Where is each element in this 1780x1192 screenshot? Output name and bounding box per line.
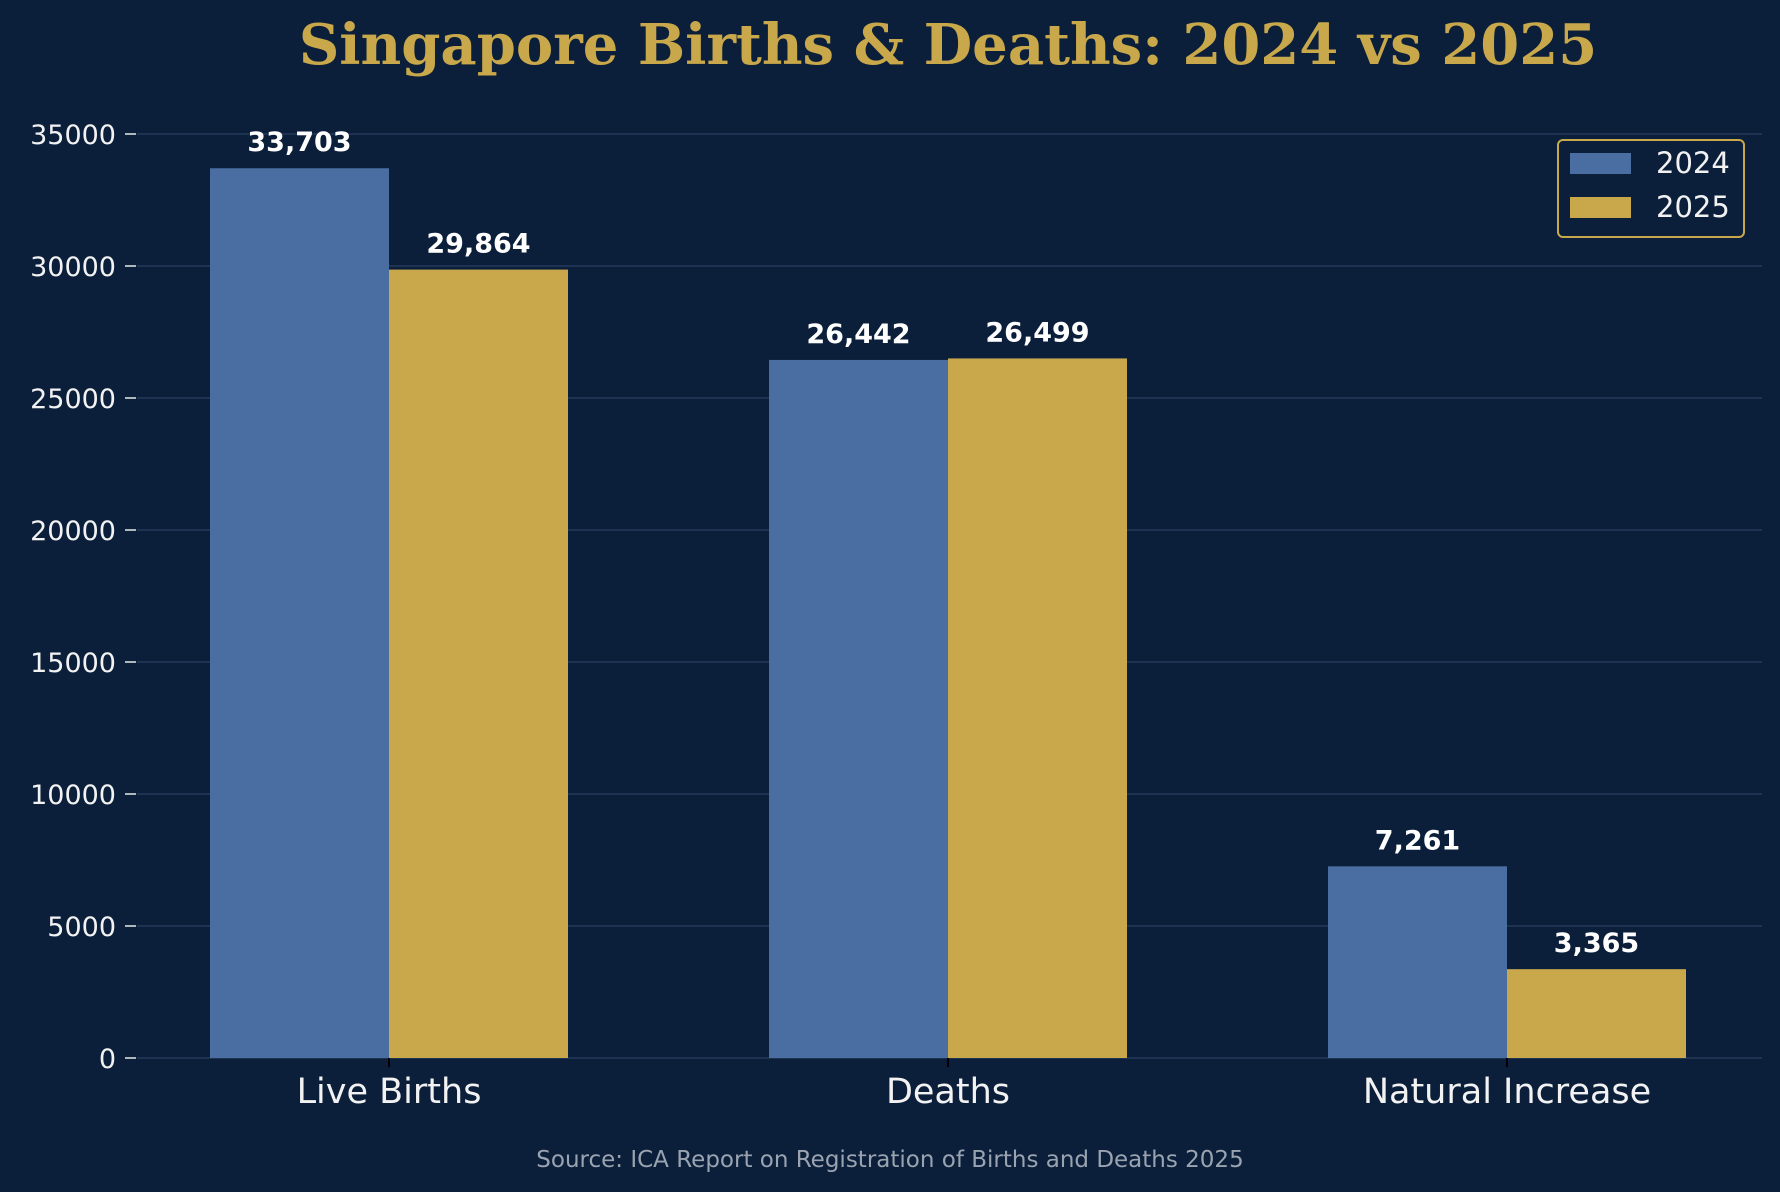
bar-2025-1 (948, 358, 1127, 1058)
y-tick-label: 5000 (47, 912, 116, 943)
y-tick-label: 20000 (30, 516, 116, 547)
data-labels: 33,703 26,442 7,261 29,864 26,499 3,365 (247, 127, 1639, 959)
data-label: 3,365 (1554, 928, 1639, 959)
bar-2025-2 (1507, 969, 1686, 1058)
y-tick-label: 15000 (30, 648, 116, 679)
source-note: Source: ICA Report on Registration of Bi… (536, 1147, 1243, 1173)
legend-label: 2025 (1656, 190, 1730, 224)
y-axis: 0 5000 10000 15000 20000 25000 30000 35000 (30, 120, 136, 1075)
legend-swatch-2025 (1570, 197, 1631, 218)
bar-2025-0 (389, 269, 568, 1058)
y-tick-label: 10000 (30, 780, 116, 811)
data-label: 26,442 (806, 319, 910, 350)
legend-swatch-2024 (1570, 153, 1631, 174)
x-tick-label: Natural Increase (1363, 1072, 1651, 1112)
y-tick-label: 35000 (30, 120, 116, 151)
bar-2024-1 (769, 359, 948, 1058)
chart-title: Singapore Births & Deaths: 2024 vs 2025 (299, 12, 1597, 78)
bar-2024-0 (210, 168, 389, 1059)
y-tick-label: 30000 (30, 252, 116, 283)
bars (210, 168, 1686, 1059)
x-axis: Live Births Deaths Natural Increase (297, 1058, 1651, 1112)
data-label: 7,261 (1375, 825, 1460, 856)
legend: 2024 2025 (1557, 139, 1745, 238)
data-label: 33,703 (247, 127, 351, 158)
y-tick-label: 0 (99, 1044, 116, 1075)
y-tick-label: 25000 (30, 384, 116, 415)
data-label: 29,864 (426, 229, 530, 260)
x-tick-label: Live Births (297, 1072, 482, 1112)
x-tick-label: Deaths (886, 1072, 1010, 1112)
bar-2024-2 (1328, 866, 1507, 1058)
legend-label: 2024 (1656, 146, 1730, 180)
data-label: 26,499 (985, 317, 1089, 348)
